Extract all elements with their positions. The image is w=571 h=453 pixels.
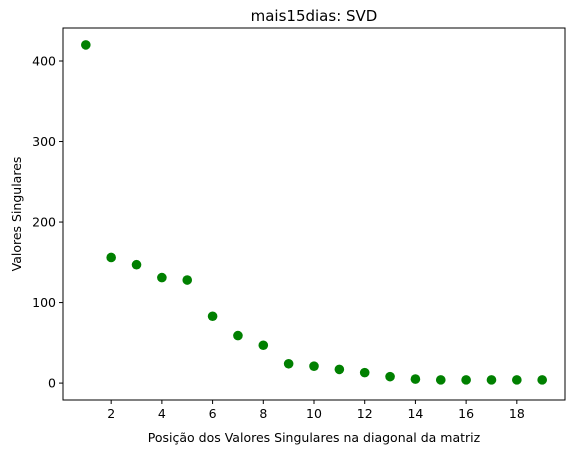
x-tick-label: 10 [306,406,322,421]
x-tick-label: 6 [209,406,217,421]
data-point [537,375,547,385]
data-point [258,340,269,351]
data-points [81,40,547,385]
data-point [461,375,471,385]
x-tick-label: 18 [509,406,525,421]
data-point [131,259,142,270]
data-point [233,330,243,341]
y-tick-label: 100 [32,295,56,310]
data-point [486,375,497,385]
x-tick-label: 2 [107,406,115,421]
data-point [207,311,218,322]
x-axis: 2 4 6 8 10 12 14 16 18 [107,400,525,421]
x-tick-label: 4 [158,406,166,421]
x-tick-label: 16 [458,406,474,421]
x-tick-label: 14 [407,406,423,421]
data-point [157,272,167,283]
y-tick-label: 0 [48,376,56,391]
data-point [309,361,319,371]
y-tick-label: 200 [32,215,56,230]
plot-area [62,27,566,401]
y-tick-label: 400 [32,54,56,69]
data-point [182,275,193,285]
chart-title: mais15dias: SVD [251,7,378,25]
data-point [81,40,91,50]
data-point [512,375,522,385]
data-point [283,358,294,369]
data-point [385,371,395,382]
x-tick-label: 8 [259,406,267,421]
y-tick-label: 300 [32,134,56,149]
y-axis: 0 100 200 300 400 [32,54,63,391]
data-point [334,364,345,375]
y-axis-label: Valores Singulares [9,157,24,272]
data-point [106,252,116,263]
data-point [435,375,446,385]
data-point [359,367,370,378]
x-tick-label: 12 [357,406,373,421]
data-point [410,374,421,384]
x-axis-label: Posição dos Valores Singulares na diagon… [148,430,481,445]
